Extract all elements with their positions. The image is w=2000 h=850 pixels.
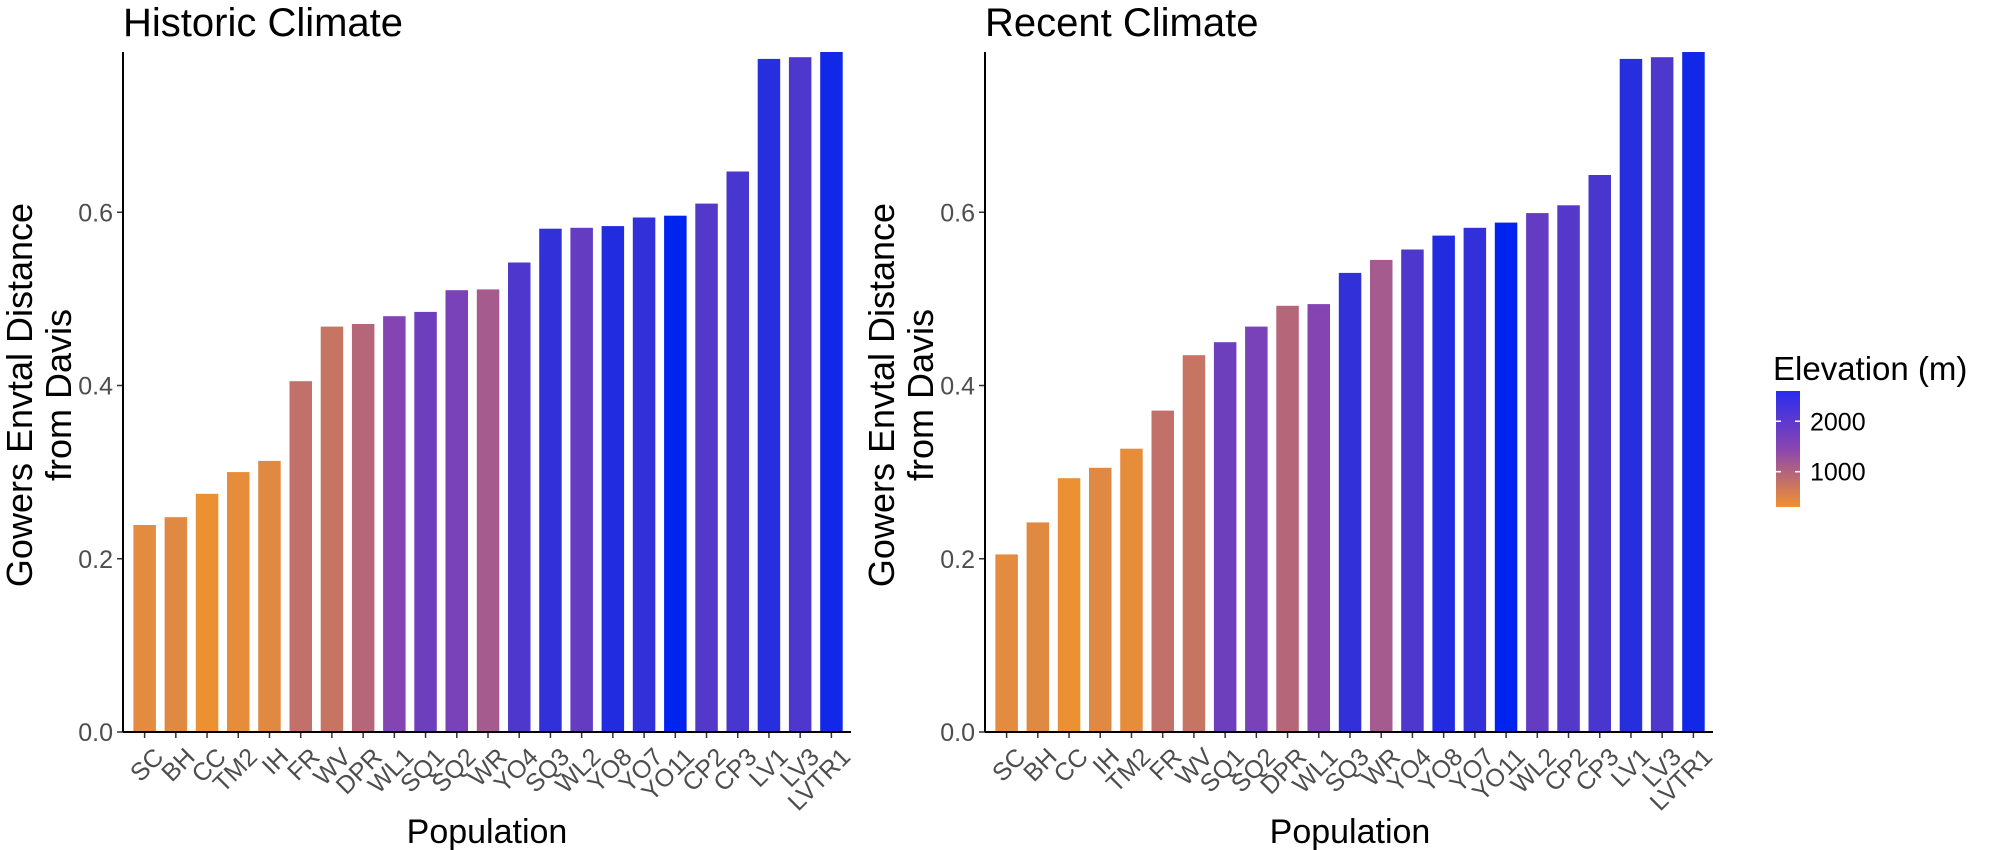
bar-cp2 bbox=[1557, 205, 1580, 733]
legend-colorbar bbox=[1776, 391, 1800, 507]
y-axis-label-line-2: from Davis bbox=[900, 309, 941, 481]
bar-wr bbox=[1370, 259, 1393, 732]
bar-sq2 bbox=[1245, 326, 1268, 732]
bar-fr bbox=[1151, 410, 1174, 732]
bar-sc bbox=[995, 554, 1018, 732]
bar-yo8 bbox=[1432, 235, 1455, 732]
y-tick-label: 0.2 bbox=[78, 546, 113, 574]
bar-yo11 bbox=[664, 215, 687, 732]
legend-ticks: 2000 1000 bbox=[1776, 408, 1866, 487]
bar-tm2 bbox=[1120, 448, 1143, 732]
chart-title: Historic Climate bbox=[123, 1, 403, 45]
bar-cc bbox=[195, 493, 219, 732]
bar-yo7 bbox=[1463, 227, 1487, 733]
bar-wv bbox=[320, 326, 344, 732]
bar-cc bbox=[1057, 478, 1081, 732]
y-tick-label: 0.4 bbox=[78, 373, 113, 401]
bar-ih bbox=[258, 460, 281, 732]
bar-bh bbox=[1026, 522, 1050, 732]
bar-lv1 bbox=[757, 58, 781, 732]
bar-wl2 bbox=[570, 227, 593, 733]
bar-lv3 bbox=[1650, 57, 1674, 732]
bar-wl1 bbox=[383, 316, 406, 732]
bar-wr bbox=[476, 289, 500, 732]
y-tick-label: 0.2 bbox=[940, 546, 975, 574]
y-tick-label: 0.6 bbox=[78, 199, 113, 227]
y-axis-label-line-1: Gowers Envtal Distance bbox=[0, 203, 40, 587]
bar-lv3 bbox=[788, 57, 812, 732]
bar-sq1 bbox=[414, 311, 437, 732]
y-tick-label: 0.0 bbox=[78, 719, 113, 747]
plot-area: SCBHCCTM2IHFRWVDPRWL1SQ1SQ2WRYO4SQ3WL2YO… bbox=[78, 52, 856, 816]
bar-lvtr1 bbox=[1682, 52, 1705, 732]
bar-yo8 bbox=[601, 226, 625, 732]
bar-yo4 bbox=[1401, 249, 1424, 732]
bar-ih bbox=[1089, 467, 1112, 732]
bar-wl1 bbox=[1307, 304, 1330, 732]
bar-yo11 bbox=[1494, 222, 1518, 732]
bar-sq3 bbox=[1338, 272, 1362, 732]
bar-wl2 bbox=[1526, 213, 1549, 733]
bar-cp3 bbox=[1588, 175, 1611, 732]
bar-dpr bbox=[1276, 305, 1299, 732]
bar-cp2 bbox=[695, 203, 718, 733]
bar-sq3 bbox=[539, 228, 562, 732]
bar-tm2 bbox=[227, 472, 250, 732]
panel-historic: Historic Climate Gowers Envtal Distance … bbox=[0, 1, 856, 850]
y-tick-label: 0.4 bbox=[940, 373, 975, 401]
bar-bh bbox=[164, 517, 188, 732]
bar-sq2 bbox=[445, 290, 468, 732]
legend-tick-label: 1000 bbox=[1810, 459, 1866, 487]
legend-tick-label: 2000 bbox=[1810, 408, 1866, 436]
bar-dpr bbox=[351, 324, 375, 732]
bar-lv1 bbox=[1619, 58, 1643, 732]
y-tick-label: 0.6 bbox=[940, 199, 975, 227]
x-tick-label: CC bbox=[1048, 743, 1093, 788]
bar-sq1 bbox=[1213, 342, 1237, 732]
panel-recent: Recent Climate Gowers Envtal Distance fr… bbox=[861, 1, 1718, 850]
x-axis-label: Population bbox=[1270, 813, 1431, 850]
legend-title: Elevation (m) bbox=[1773, 350, 1967, 387]
y-axis-label-line-1: Gowers Envtal Distance bbox=[861, 203, 902, 587]
x-axis-label: Population bbox=[407, 813, 568, 850]
bar-yo4 bbox=[508, 262, 531, 732]
bar-sc bbox=[133, 525, 156, 732]
y-tick-label: 0.0 bbox=[940, 719, 975, 747]
bar-lvtr1 bbox=[820, 52, 843, 732]
bar-wv bbox=[1182, 355, 1206, 732]
bar-cp3 bbox=[726, 171, 749, 732]
y-axis-label-line-2: from Davis bbox=[38, 309, 79, 481]
plot-area: SCBHCCIHTM2FRWVSQ1SQ2DPRWL1SQ3WRYO4YO8YO… bbox=[940, 52, 1718, 816]
legend: Elevation (m) 2000 1000 bbox=[1773, 350, 1967, 507]
bar-yo7 bbox=[632, 217, 656, 732]
chart-title: Recent Climate bbox=[985, 1, 1258, 45]
bar-fr bbox=[289, 381, 312, 732]
